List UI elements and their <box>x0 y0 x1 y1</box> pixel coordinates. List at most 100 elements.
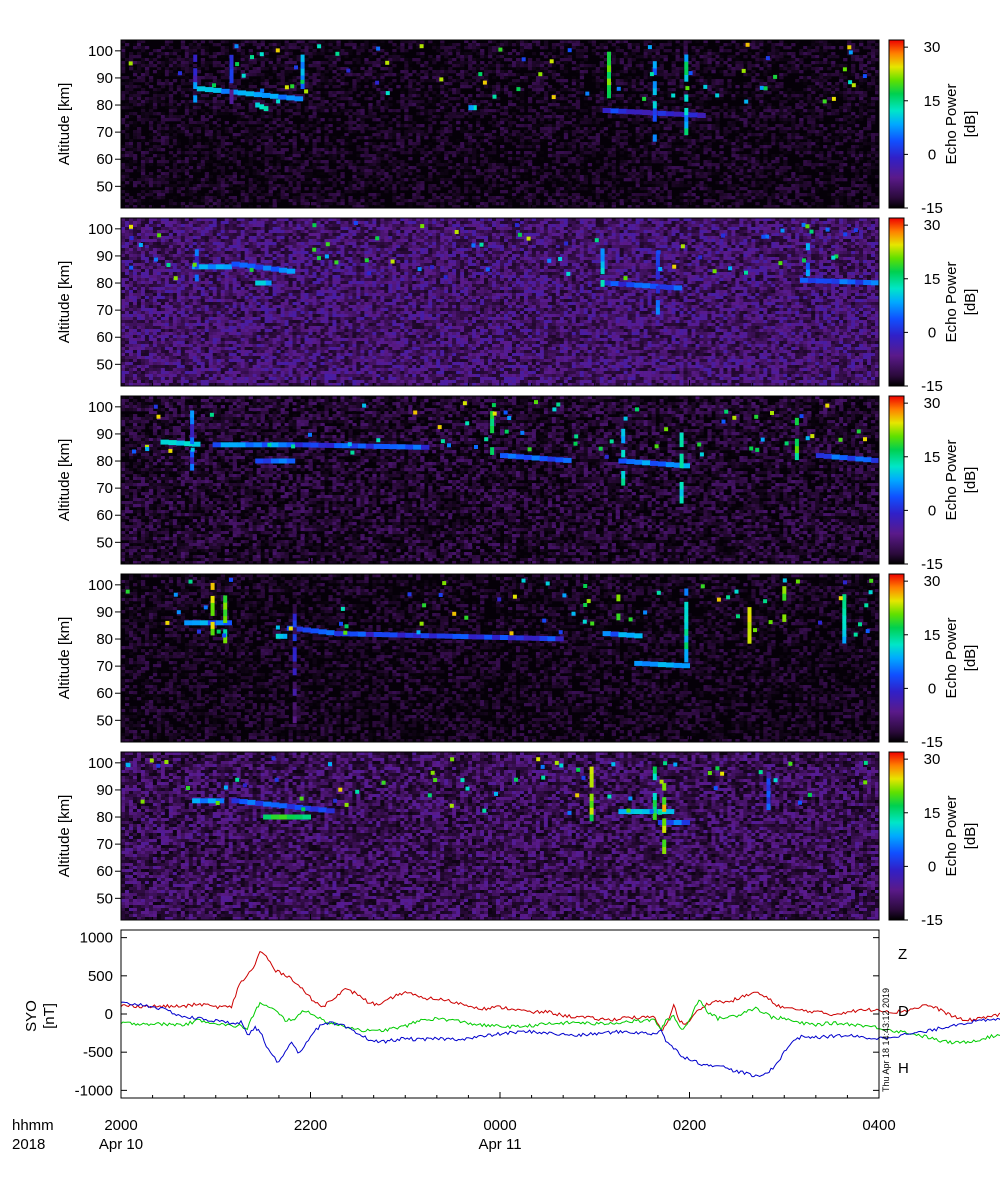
echo-speckle <box>188 579 193 584</box>
echo-band-3 <box>310 442 319 448</box>
echo-speckle <box>567 810 572 815</box>
echo-spike-6 <box>747 636 752 644</box>
echo-spike-2 <box>600 254 605 262</box>
echo-speckle <box>128 61 133 66</box>
echo-spike-5 <box>684 621 689 630</box>
echo-spike-4 <box>607 58 611 66</box>
x-tick-sublabel: Apr 10 <box>99 1136 143 1153</box>
echo-spike-2 <box>652 806 657 814</box>
echo-speckle <box>558 257 563 261</box>
legend-label-h: H <box>898 1060 909 1077</box>
echo-speckle <box>482 80 487 85</box>
y-tick-label: 90 <box>96 70 113 87</box>
echo-band-3 <box>302 442 311 448</box>
echo-band-3 <box>389 444 398 450</box>
echo-spike-3 <box>292 654 297 662</box>
echo-speckle <box>848 80 853 85</box>
echo-speckle <box>241 73 246 78</box>
echo-band-1 <box>207 264 217 270</box>
echo-band-3 <box>326 442 335 448</box>
y-tick-label: 90 <box>96 782 113 799</box>
echo-speckle <box>465 786 470 791</box>
echo-spike-3 <box>300 61 305 69</box>
legend-label-z: Z <box>898 946 907 963</box>
echo-speckle <box>334 260 339 265</box>
echo-band-6 <box>634 459 643 465</box>
echo-band-3 <box>239 799 248 805</box>
echo-spike-4 <box>766 796 771 804</box>
colorbar-label: Echo Power <box>943 262 960 343</box>
echo-spike-3 <box>662 825 667 833</box>
echo-spike-5 <box>684 615 689 623</box>
echo-speckle <box>784 441 789 446</box>
echo-band-4 <box>283 633 288 639</box>
echo-speckle <box>474 445 478 449</box>
echo-spike-1 <box>194 255 199 263</box>
y-tick-label: -500 <box>83 1044 113 1061</box>
echo-speckle <box>554 760 559 765</box>
echo-band-4 <box>286 458 296 464</box>
echo-speckle <box>607 794 612 799</box>
y-tick-label: 60 <box>96 685 113 702</box>
echo-spike-3 <box>292 709 297 717</box>
y-tick-label: 70 <box>96 480 113 497</box>
y-tick-label: 100 <box>88 221 113 238</box>
echo-band-3 <box>381 444 390 449</box>
echo-speckle <box>339 621 343 626</box>
echo-speckle <box>333 798 338 803</box>
echo-speckle <box>125 589 130 594</box>
echo-spike-3 <box>292 702 297 710</box>
echo-band-3 <box>318 442 327 448</box>
echo-speckle <box>761 234 766 239</box>
echo-spike-5 <box>684 641 689 650</box>
echo-speckle <box>700 584 705 589</box>
echo-band-5 <box>800 277 809 283</box>
echo-speckle <box>654 444 659 449</box>
echo-speckle <box>140 799 145 804</box>
echo-speckle <box>551 95 556 100</box>
echo-spike-1 <box>193 68 198 76</box>
echo-band-5 <box>618 632 627 638</box>
x-axis-row-label-year: 2018 <box>12 1136 45 1153</box>
echo-speckle <box>724 409 729 414</box>
echo-band-1 <box>207 798 217 804</box>
echo-speckle <box>376 438 381 443</box>
echo-speckle <box>745 42 750 47</box>
y-tick-label: 50 <box>96 534 113 551</box>
heatmap-noise <box>121 752 880 921</box>
echo-spike-5 <box>794 438 799 447</box>
colorbar-tick-label: 30 <box>924 217 941 234</box>
x-tick-label: 2200 <box>294 1117 327 1134</box>
echo-speckle <box>699 452 704 457</box>
echo-speckle <box>838 437 843 442</box>
colorbar <box>888 39 905 209</box>
echo-band-7 <box>847 455 856 461</box>
colorbar-unit: [dB] <box>962 289 979 316</box>
echo-band-5 <box>673 820 683 825</box>
echo-spike-8 <box>842 601 847 609</box>
echo-band-1 <box>176 440 185 446</box>
y-tick-label: 80 <box>96 275 113 292</box>
echo-band-2 <box>286 268 296 274</box>
echo-band-5 <box>823 278 833 284</box>
echo-band-7 <box>855 456 864 462</box>
echo-speckle <box>478 72 483 77</box>
echo-band-4 <box>697 113 706 118</box>
echo-spike-6 <box>684 54 689 62</box>
echo-band-2 <box>229 442 238 448</box>
echo-band-2 <box>245 442 255 448</box>
echo-speckle <box>542 618 547 623</box>
echo-band-7 <box>863 457 872 463</box>
echo-speckle <box>294 65 298 70</box>
echo-band-4 <box>278 458 288 464</box>
echo-band-6 <box>665 462 675 468</box>
echo-band-3 <box>286 804 296 810</box>
echo-band-1 <box>261 92 271 98</box>
echo-speckle <box>190 447 195 452</box>
echo-speckle <box>168 448 173 453</box>
colorbar <box>888 217 905 387</box>
echo-speckle <box>716 597 721 602</box>
echo-speckle <box>536 757 541 762</box>
echo-speckle <box>203 605 208 610</box>
echo-spike-3 <box>292 647 297 655</box>
